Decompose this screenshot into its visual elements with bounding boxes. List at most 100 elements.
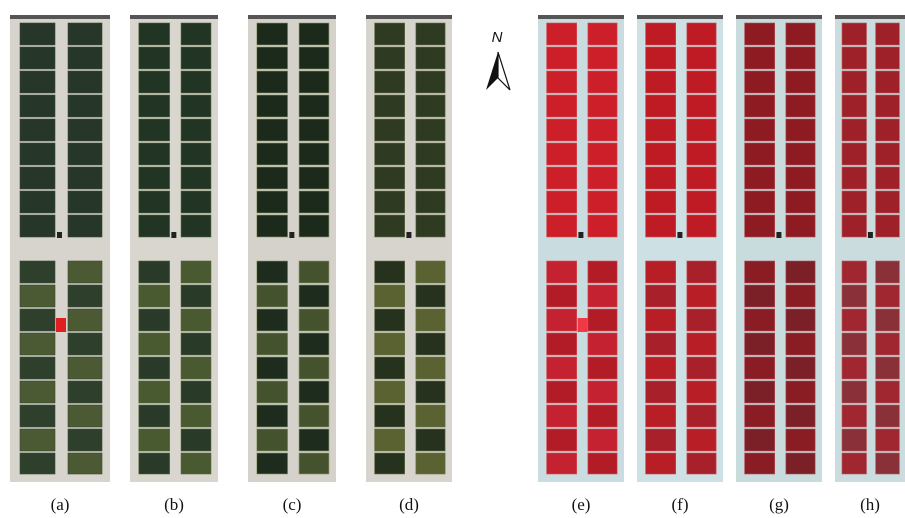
road xyxy=(10,242,110,257)
plot xyxy=(181,47,211,69)
plot xyxy=(299,405,329,427)
plot xyxy=(687,405,716,427)
plot xyxy=(687,429,716,451)
plot xyxy=(745,453,775,474)
plot xyxy=(139,215,170,237)
panel-label: (d) xyxy=(399,495,419,514)
plot xyxy=(876,453,900,474)
plot xyxy=(876,381,900,403)
plot xyxy=(842,429,867,451)
plot xyxy=(139,191,170,213)
plot xyxy=(375,191,405,213)
plot xyxy=(687,119,716,141)
plot xyxy=(181,23,211,45)
edge-strip xyxy=(538,15,624,19)
plot xyxy=(68,47,102,69)
edge-strip xyxy=(637,15,723,19)
plot xyxy=(547,47,577,69)
plot xyxy=(375,453,405,474)
plot xyxy=(876,261,900,283)
plot xyxy=(181,167,211,189)
panel-label: (b) xyxy=(164,495,184,514)
plot xyxy=(257,143,288,165)
plot xyxy=(375,119,405,141)
plot xyxy=(139,453,170,474)
plot xyxy=(20,333,55,355)
plot xyxy=(20,429,55,451)
plot xyxy=(139,381,170,403)
plot xyxy=(375,23,405,45)
plot xyxy=(588,429,617,451)
plot xyxy=(257,381,288,403)
road xyxy=(366,242,452,257)
plot xyxy=(687,215,716,237)
plot xyxy=(547,215,577,237)
plot xyxy=(68,405,102,427)
plot xyxy=(139,71,170,93)
plot xyxy=(687,309,716,331)
equipment xyxy=(868,232,873,238)
plot xyxy=(416,381,445,403)
plot xyxy=(20,215,55,237)
plot xyxy=(257,333,288,355)
plot xyxy=(181,333,211,355)
plot xyxy=(68,23,102,45)
plot xyxy=(786,71,815,93)
plot xyxy=(646,333,676,355)
plot xyxy=(547,429,577,451)
plot xyxy=(20,191,55,213)
equipment xyxy=(289,232,294,238)
plot xyxy=(68,333,102,355)
plot xyxy=(299,95,329,117)
plot xyxy=(646,95,676,117)
image-panel xyxy=(10,15,110,482)
plot xyxy=(745,119,775,141)
plot xyxy=(646,215,676,237)
plot xyxy=(547,285,577,307)
plot xyxy=(416,429,445,451)
plot xyxy=(842,357,867,379)
plot xyxy=(20,71,55,93)
plot xyxy=(745,47,775,69)
plot xyxy=(20,381,55,403)
plot xyxy=(842,309,867,331)
plot xyxy=(842,47,867,69)
plot xyxy=(257,119,288,141)
plot xyxy=(876,23,900,45)
plot xyxy=(786,381,815,403)
plot xyxy=(588,119,617,141)
plot xyxy=(181,215,211,237)
plot xyxy=(786,429,815,451)
plot xyxy=(181,357,211,379)
plot xyxy=(646,381,676,403)
image-panel xyxy=(835,15,905,482)
plot xyxy=(786,357,815,379)
plot xyxy=(20,95,55,117)
plot xyxy=(547,453,577,474)
plot xyxy=(547,119,577,141)
plot xyxy=(876,71,900,93)
plot xyxy=(257,429,288,451)
plot xyxy=(786,119,815,141)
plot xyxy=(842,143,867,165)
equipment xyxy=(57,232,62,238)
plot xyxy=(139,429,170,451)
plot xyxy=(257,23,288,45)
plot xyxy=(416,261,445,283)
plot xyxy=(547,167,577,189)
plot xyxy=(20,47,55,69)
plot xyxy=(547,23,577,45)
plot xyxy=(842,215,867,237)
image-panel xyxy=(248,15,336,482)
plot xyxy=(687,333,716,355)
plot xyxy=(547,71,577,93)
plot xyxy=(299,333,329,355)
plot xyxy=(786,23,815,45)
plot xyxy=(876,215,900,237)
plot xyxy=(20,285,55,307)
plot xyxy=(646,143,676,165)
plot xyxy=(786,95,815,117)
plot xyxy=(416,95,445,117)
plot xyxy=(375,333,405,355)
plot xyxy=(745,309,775,331)
